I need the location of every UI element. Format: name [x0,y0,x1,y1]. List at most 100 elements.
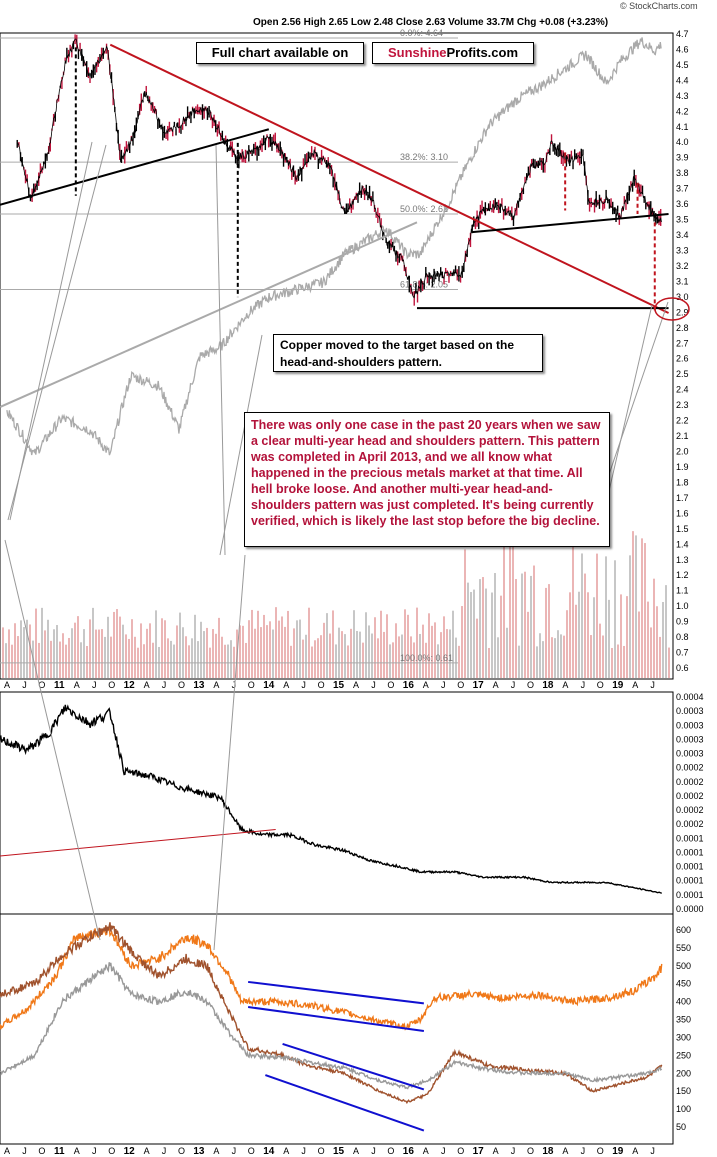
lower-x-tick: J [441,1146,446,1156]
lower-y-tick: 300 [676,1032,691,1042]
copper-price-path [17,38,662,299]
volume-bar [494,573,496,678]
volume-bar [479,579,481,678]
price-y-tick: 4.4 [676,75,689,85]
volume-bar [407,614,409,678]
lower-x-tick: O [527,1146,534,1156]
banner-box: Full chart available on [196,42,364,64]
volume-bar [584,573,586,678]
price-x-tick: 12 [124,680,136,691]
lower-x-tick: J [232,1146,237,1156]
volume-bar [521,573,523,678]
volume-bar [128,638,130,678]
volume-bar [602,635,604,678]
price-y-tick: 3.7 [676,184,689,194]
volume-bar [365,612,367,678]
price-y-tick: 1.0 [676,601,689,611]
volume-bar [368,625,370,678]
volume-bar [281,616,283,678]
target-annotation: Copper moved to the target based on the … [273,334,543,372]
lower-y-tick: 500 [676,961,691,971]
lower-y-tick: 600 [676,925,691,935]
price-y-tick: 2.1 [676,431,689,441]
volume-bar [167,638,169,678]
volume-bar [197,641,199,678]
volume-bar [515,579,517,678]
channel-upper [248,980,424,1005]
price-y-axis: 4.7 4.6 4.5 4.4 4.3 4.2 4.1 4.0 3.9 3.8 3.7 3.6 3.5 3… [676,29,689,673]
price-x-tick: J [92,680,97,690]
price-y-tick: 2.4 [676,385,689,395]
volume-bar [455,637,457,678]
ratio-y-tick: 0.0002 [676,791,704,801]
volume-bar [416,607,418,678]
price-y-tick: 3.4 [676,230,689,240]
price-x-tick: O [38,680,45,690]
volume-bar [5,643,7,678]
volume-bar [389,644,391,678]
volume-bar [623,645,625,678]
lower-y-tick: 350 [676,1015,691,1025]
ratio-trendline [0,829,276,857]
volume-bar [323,622,325,678]
lower-y-tick: 400 [676,997,691,1007]
volume-bar [257,610,259,678]
volume-bar [191,638,193,678]
price-x-tick: O [108,680,115,690]
volume-bar [251,609,253,678]
volume-bar [182,627,184,678]
price-y-tick: 1.5 [676,524,689,534]
price-x-tick: J [441,680,446,690]
price-x-tick: 15 [333,680,345,691]
volume-bar [566,610,568,678]
lower-x-tick: J [371,1146,376,1156]
volume-bar [341,631,343,678]
ratio-y-tick: 0.0001 [676,847,704,857]
banner-text: Full chart available on [211,45,349,60]
volume-bar [560,634,562,678]
volume-bar [272,629,274,678]
volume-bar [305,634,307,678]
price-y-tick: 3.0 [676,292,689,302]
price-x-tick: O [318,680,325,690]
ratio-y-tick: 0.0003 [676,749,704,759]
price-x-tick: O [387,680,394,690]
volume-bar [449,629,451,678]
volume-bar [473,589,475,678]
volume-bar [557,630,559,678]
price-y-tick: 3.8 [676,168,689,178]
lower-y-tick: 150 [676,1086,691,1096]
volume-bar [500,595,502,678]
lower-x-tick: A [283,1146,289,1156]
volume-bar [377,638,379,678]
price-y-tick: 4.6 [676,44,689,54]
lower-x-tick: A [423,1146,429,1156]
lower-x-tick: 15 [333,1146,345,1157]
volume-bar [452,610,454,678]
volume-bar [383,631,385,678]
volume-bar [17,636,19,678]
volume-bar [467,582,469,678]
volume-bar [431,625,433,678]
copper-price-line [16,34,662,306]
volume-bar [374,617,376,678]
ratio-path [0,704,662,894]
lower-series [0,922,663,1105]
lower-x-tick: O [248,1146,255,1156]
trendline-black [472,213,669,234]
volume-bar [80,642,82,678]
price-y-tick: 2.3 [676,400,689,410]
price-x-tick: 18 [542,680,554,691]
volume-bar [617,644,619,678]
price-panel-frame [0,32,674,680]
volume-bar [665,585,667,678]
volume-bar [140,623,142,678]
price-y-tick: 3.2 [676,261,689,271]
volume-bar [356,630,358,678]
volume-bar [71,628,73,678]
lower-x-tick: O [387,1146,394,1156]
volume-bar [59,641,61,678]
volume-bar [446,629,448,678]
volume-bar [176,625,178,678]
